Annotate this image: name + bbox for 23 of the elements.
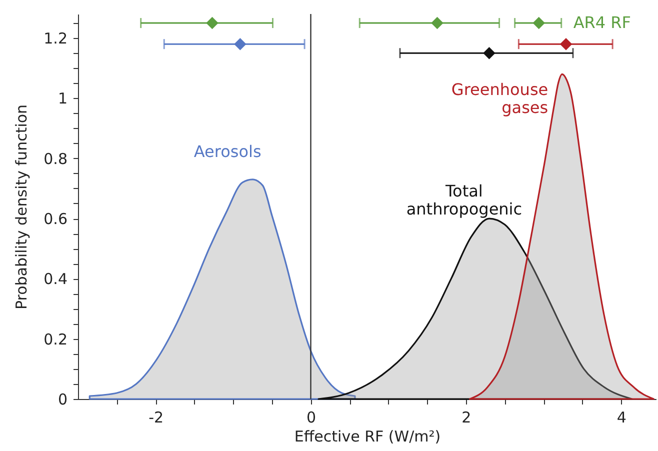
x-tick-label: 4 — [616, 408, 626, 426]
y-tick-label: 1 — [58, 90, 68, 108]
series-label: Aerosols — [194, 142, 262, 162]
series-label: Greenhouse gases — [451, 80, 548, 117]
x-axis-title: Effective RF (W/m²) — [294, 428, 441, 446]
series-label: Total anthropogenic — [406, 181, 522, 218]
y-tick-label: 0.4 — [44, 270, 68, 288]
point — [532, 16, 545, 30]
point — [206, 16, 218, 30]
point — [483, 46, 496, 60]
point — [431, 16, 444, 30]
series-label: AR4 RF — [573, 13, 632, 32]
x-tick-label: 2 — [462, 408, 472, 426]
y-tick-label: 0.2 — [44, 330, 68, 348]
point — [234, 38, 246, 50]
x-tick-label: -2 — [148, 408, 164, 426]
x-tick-label: 0 — [306, 408, 316, 426]
y-tick-label: 0.6 — [44, 210, 68, 228]
point — [560, 38, 572, 50]
y-axis-title: Probability density function — [12, 104, 31, 310]
y-tick-label: 0 — [58, 390, 68, 408]
y-tick-label: 0.8 — [44, 150, 68, 168]
y-tick-label: 1.2 — [44, 30, 68, 48]
